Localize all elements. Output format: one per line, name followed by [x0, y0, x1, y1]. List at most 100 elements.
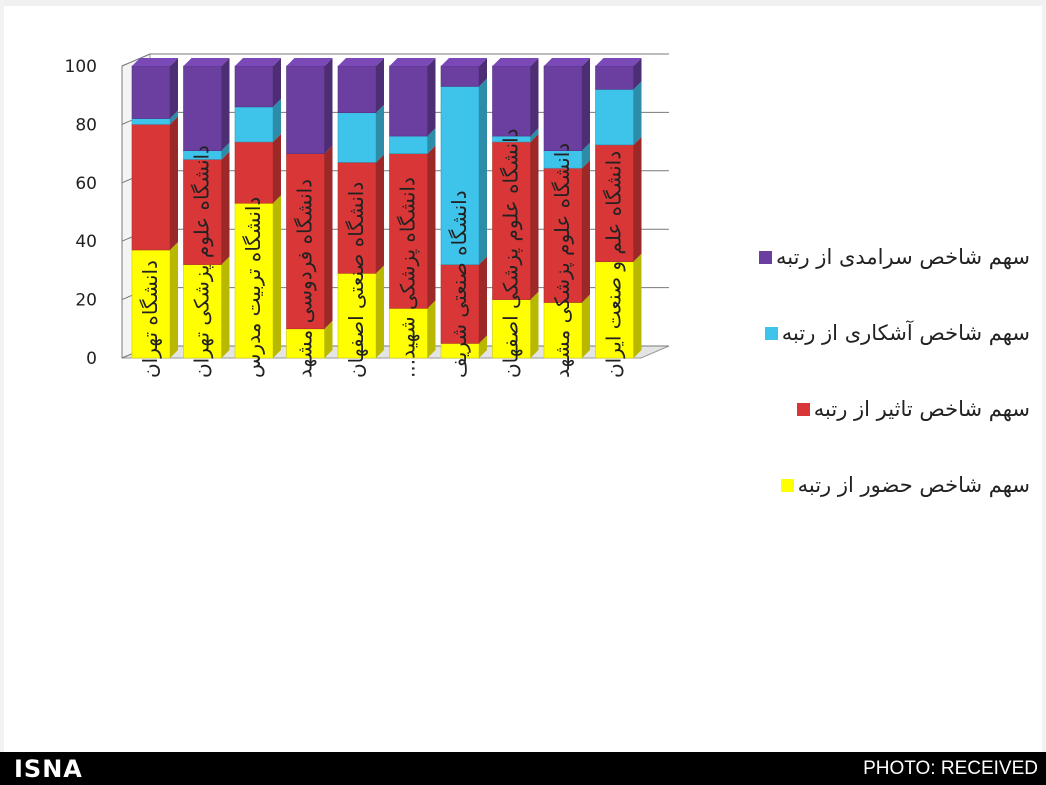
legend-item-excellence: سهم شاخص سرامدی از رتبه: [700, 240, 1030, 274]
bar-segment-side: [221, 142, 230, 160]
y-tick-label: 60: [75, 174, 97, 194]
bar-segment: [286, 65, 325, 154]
stacked-bar-chart: 0 20 40 60 80 100 دانشگاه تهران دانشگاه علوم پز…: [65, 53, 670, 378]
y-tick-label: 100: [65, 57, 97, 77]
legend-label-presence: سهم شاخص حضور از رتبه: [797, 473, 1030, 497]
bar-segment-side: [221, 256, 230, 358]
bar-segment-side: [479, 335, 487, 358]
bar-segment-side: [273, 98, 281, 142]
category-label: دانشگاه فردوسی مشهد: [293, 179, 317, 378]
y-tick-label: 80: [75, 115, 97, 135]
bar-segment: [286, 153, 325, 330]
frame-left: [0, 0, 4, 752]
bar-segment: [131, 118, 171, 125]
frame-top: [0, 0, 1046, 6]
bar-segment-side: [479, 256, 487, 344]
bar-segment-side: [530, 58, 539, 137]
bar-segment-side: [427, 128, 436, 154]
bar-top-cap: [286, 58, 333, 66]
bar-segment-side: [221, 151, 230, 265]
bar-segment-side: [530, 291, 539, 358]
bar-top-cap: [132, 58, 178, 66]
bar-segment: [595, 261, 634, 359]
category-label: دانشگاه تربیت مدرس: [241, 197, 265, 378]
bar-segment-side: [170, 116, 178, 250]
legend-label-visibility: سهم شاخص آشکاری از رتبه: [781, 321, 1030, 345]
category-label: دانشگاه پزشکی شهید...: [396, 177, 421, 378]
bar-segment: [389, 135, 428, 154]
legend-item-impact: سهم شاخص تاثیر از رتبه: [700, 392, 1030, 426]
bar-top-cap: [595, 58, 642, 66]
category-label: دانشگاه علوم پزشکی مشهد: [550, 143, 575, 378]
bar-segment-side: [633, 136, 642, 262]
bar-segment-side: [582, 294, 590, 358]
bar-segment: [131, 65, 171, 119]
bar-top-cap: [183, 58, 230, 66]
footer-bar: ISNA PHOTO: RECEIVED: [0, 752, 1046, 785]
bar-segment: [492, 65, 531, 137]
bar-segment: [286, 328, 325, 359]
y-tick-label: 20: [75, 291, 97, 311]
bar-segment-side: [582, 142, 590, 169]
bar-segment: [234, 106, 274, 143]
bar-top-cap: [544, 58, 590, 66]
legend-item-visibility: سهم شاخص آشکاری از رتبه: [700, 316, 1030, 350]
legend-swatch-excellence: [759, 251, 773, 264]
bar-segment-side: [170, 110, 178, 125]
bar-segment: [389, 65, 428, 137]
bar-segment: [440, 264, 480, 344]
bar-segment: [337, 112, 377, 163]
bar-top-cap: [492, 58, 539, 66]
legend-item-presence: سهم شاخص حضور از رتبه: [700, 468, 1030, 502]
bar-segment: [543, 65, 583, 151]
legend-label-excellence: سهم شاخص سرامدی از رتبه: [776, 245, 1030, 269]
y-tick-label: 0: [86, 349, 97, 369]
bar-segment-side: [479, 78, 487, 265]
bar-segment-side: [170, 58, 178, 119]
bar-segment: [595, 144, 634, 262]
bar-segment-side: [324, 58, 333, 154]
legend-swatch-presence: [780, 479, 794, 492]
bar-segment-side: [582, 58, 590, 151]
bar-segment-side: [273, 195, 281, 358]
bar-segment-side: [633, 58, 642, 90]
bar-segment: [183, 159, 222, 265]
bar-segment-side: [427, 145, 436, 309]
bar-segment: [131, 249, 171, 359]
bar-segment-side: [324, 145, 333, 329]
bar-segment-side: [221, 58, 230, 151]
bar-segment-side: [427, 300, 436, 358]
bar-segment: [337, 273, 377, 359]
bar-segment: [595, 65, 634, 90]
bar-segment-side: [530, 128, 539, 142]
bar-segment-side: [633, 253, 642, 358]
bar-top-cap: [441, 58, 487, 66]
legend-swatch-impact: [796, 403, 810, 416]
gridline: [121, 53, 669, 67]
bar-segment-side: [376, 104, 384, 163]
bar-segment: [234, 141, 274, 204]
frame-right: [1042, 0, 1046, 752]
bar-segment: [234, 65, 274, 108]
legend-label-impact: سهم شاخص تاثیر از رتبه: [813, 397, 1030, 421]
bar-segment-side: [633, 81, 642, 145]
bar-segment-side: [376, 154, 384, 274]
category-label: دانشگاه تهران: [138, 260, 162, 378]
category-label: دانشگاه علم و صنعت ایران: [602, 151, 626, 378]
bar-segment-side: [427, 58, 436, 137]
category-label: دانشگاه علوم پزشکی اصفهان: [499, 128, 524, 378]
bar-segment: [440, 86, 480, 265]
bar-segment-side: [582, 160, 590, 303]
category-label: دانشگاه صنعتی اصفهان: [344, 182, 368, 378]
bar-segment: [337, 65, 377, 114]
category-label: دانشگاه صنعتی شریف: [447, 190, 471, 378]
bar-segment: [183, 65, 222, 151]
bar-top-cap: [389, 58, 436, 66]
bar-segment-side: [324, 320, 333, 358]
bar-segment: [234, 202, 274, 359]
bar-segment: [389, 153, 428, 309]
bar-top-cap: [235, 58, 281, 66]
bar-top-cap: [338, 58, 384, 66]
bar-segment-side: [479, 58, 487, 87]
